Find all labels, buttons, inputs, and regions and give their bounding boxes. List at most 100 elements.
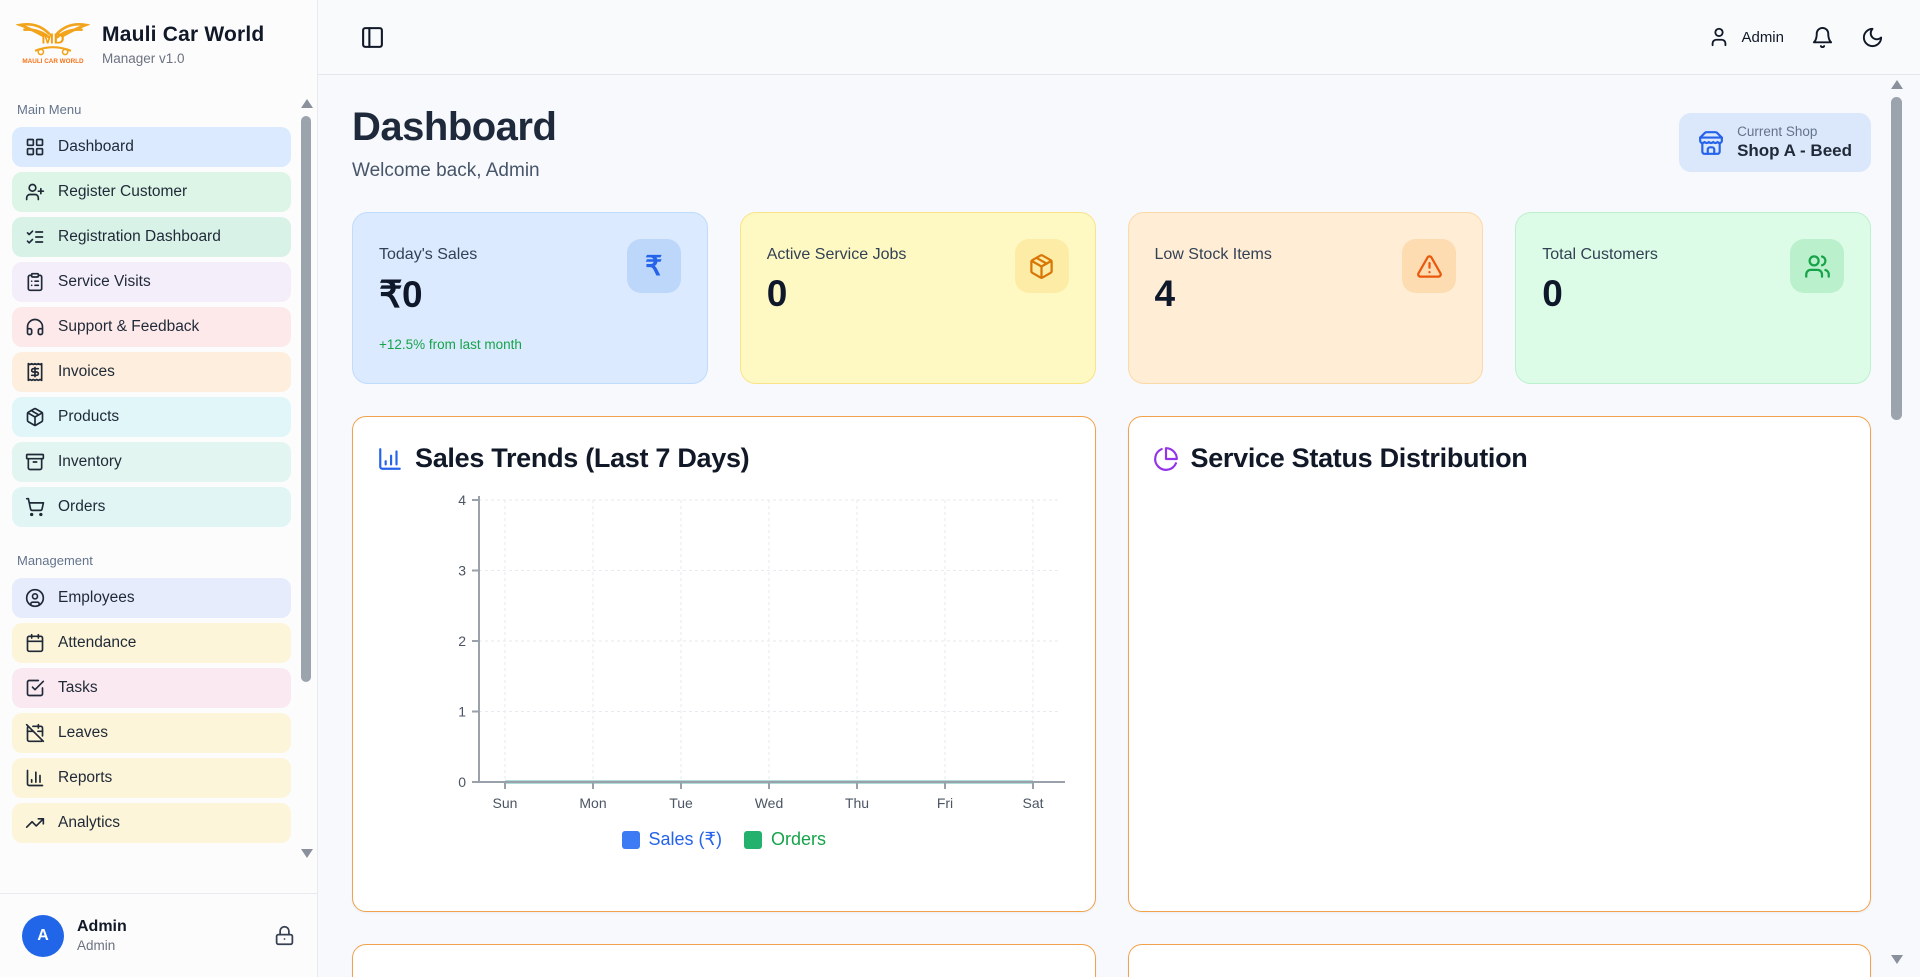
sidebar-item-label: Service Visits <box>58 273 151 291</box>
main-scrollbar-thumb[interactable] <box>1891 97 1902 420</box>
sidebar-item-registration-dashboard[interactable]: Registration Dashboard <box>12 217 291 257</box>
sidebar-item-label: Inventory <box>58 453 122 471</box>
stat-icon-box: ₹ <box>627 239 681 293</box>
svg-text:Thu: Thu <box>845 795 869 811</box>
sidebar-item-attendance[interactable]: Attendance <box>12 623 291 663</box>
svg-text:2: 2 <box>458 633 466 649</box>
svg-text:4: 4 <box>458 492 466 508</box>
app-root: MD MAULI CAR WORLD Mauli Car World Manag… <box>0 0 1920 977</box>
sidebar-item-label: Reports <box>58 769 112 787</box>
package-icon <box>25 407 45 427</box>
svg-text:Wed: Wed <box>755 795 784 811</box>
sidebar-item-invoices[interactable]: Invoices <box>12 352 291 392</box>
nav-section-label: Main Menu <box>17 102 301 117</box>
calendar-icon <box>25 633 45 653</box>
sales-trends-card: Sales Trends (Last 7 Days) 01234SunMonTu… <box>352 416 1096 912</box>
line-chart-canvas: 01234SunMonTueWedThuFriSat <box>377 486 1069 820</box>
sidebar-item-register-customer[interactable]: Register Customer <box>12 172 291 212</box>
sidebar-toggle-icon[interactable] <box>360 25 385 50</box>
alert-triangle-icon <box>1416 253 1443 280</box>
svg-text:3: 3 <box>458 563 466 579</box>
calendar-off-icon <box>25 723 45 743</box>
sidebar-item-label: Tasks <box>58 679 98 697</box>
sidebar-scroll-down[interactable] <box>301 849 313 858</box>
sidebar-item-label: Registration Dashboard <box>58 228 221 246</box>
bottom-left-card <box>352 944 1096 977</box>
stat-icon-box <box>1790 239 1844 293</box>
service-status-card: Service Status Distribution <box>1128 416 1872 912</box>
sidebar-item-dashboard[interactable]: Dashboard <box>12 127 291 167</box>
main-scroll-up[interactable] <box>1891 80 1903 89</box>
footer-user-role: Admin <box>77 938 127 953</box>
main-scroll-down[interactable] <box>1891 955 1903 964</box>
sidebar-item-label: Products <box>58 408 119 426</box>
sidebar-item-leaves[interactable]: Leaves <box>12 713 291 753</box>
pie-chart-icon <box>1153 446 1179 472</box>
sidebar-item-tasks[interactable]: Tasks <box>12 668 291 708</box>
sidebar: MD MAULI CAR WORLD Mauli Car World Manag… <box>0 0 318 977</box>
footer-user-name: Admin <box>77 918 127 936</box>
legend-item-orders[interactable]: Orders <box>744 829 826 850</box>
svg-text:Sat: Sat <box>1022 795 1043 811</box>
sidebar-item-label: Support & Feedback <box>58 318 199 336</box>
receipt-icon <box>25 362 45 382</box>
brand: MD MAULI CAR WORLD Mauli Car World Manag… <box>0 0 317 88</box>
package-icon <box>1028 253 1055 280</box>
legend-swatch <box>622 831 640 849</box>
list-checks-icon <box>25 227 45 247</box>
stat-delta: +12.5% from last month <box>379 337 681 352</box>
stats-row: Today's Sales₹0+12.5% from last month₹Ac… <box>352 212 1871 384</box>
svg-text:Mon: Mon <box>579 795 606 811</box>
sidebar-item-orders[interactable]: Orders <box>12 487 291 527</box>
sidebar-scroll-up[interactable] <box>301 99 313 108</box>
current-shop-badge[interactable]: Current Shop Shop A - Beed <box>1679 113 1871 172</box>
sidebar-item-analytics[interactable]: Analytics <box>12 803 291 843</box>
stat-card-low-stock-items: Low Stock Items4 <box>1128 212 1484 384</box>
svg-text:Sun: Sun <box>493 795 518 811</box>
dark-mode-moon-icon[interactable] <box>1861 26 1884 49</box>
sidebar-footer: A Admin Admin <box>0 893 317 977</box>
legend-label: Sales (₹) <box>649 829 722 850</box>
sidebar-item-products[interactable]: Products <box>12 397 291 437</box>
chart-column-icon <box>25 768 45 788</box>
sidebar-nav: Main Menu Dashboard Register Customer Regis… <box>0 88 317 893</box>
rupee-icon: ₹ <box>645 251 662 282</box>
trending-up-icon <box>25 813 45 833</box>
layout-grid-icon <box>25 137 45 157</box>
stat-icon-box <box>1015 239 1069 293</box>
sidebar-item-label: Orders <box>58 498 105 516</box>
circle-user-icon <box>25 588 45 608</box>
clipboard-list-icon <box>25 272 45 292</box>
header-user-label: Admin <box>1741 29 1784 46</box>
lock-icon[interactable] <box>274 925 295 946</box>
sidebar-item-label: Attendance <box>58 634 136 652</box>
sidebar-item-employees[interactable]: Employees <box>12 578 291 618</box>
svg-text:0: 0 <box>458 774 466 790</box>
sidebar-item-label: Invoices <box>58 363 115 381</box>
welcome-text: Welcome back, Admin <box>352 160 556 182</box>
check-square-icon <box>25 678 45 698</box>
sidebar-item-service-visits[interactable]: Service Visits <box>12 262 291 302</box>
bell-icon[interactable] <box>1811 26 1834 49</box>
nav-section-label: Management <box>17 553 301 568</box>
sales-trends-title: Sales Trends (Last 7 Days) <box>415 443 749 474</box>
header-user[interactable]: Admin <box>1708 26 1784 48</box>
svg-text:Fri: Fri <box>937 795 953 811</box>
sales-trends-chart: 01234SunMonTueWedThuFriSat <box>377 486 1071 825</box>
stat-card-today-s-sales: Today's Sales₹0+12.5% from last month₹ <box>352 212 708 384</box>
header: Admin <box>318 0 1920 75</box>
sidebar-item-inventory[interactable]: Inventory <box>12 442 291 482</box>
sidebar-item-reports[interactable]: Reports <box>12 758 291 798</box>
sidebar-item-label: Register Customer <box>58 183 187 201</box>
stat-card-active-service-jobs: Active Service Jobs0 <box>740 212 1096 384</box>
legend-item-sales[interactable]: Sales (₹) <box>622 829 722 850</box>
legend-label: Orders <box>771 829 826 850</box>
users-icon <box>1804 253 1831 280</box>
brand-logo: MD MAULI CAR WORLD <box>16 17 90 71</box>
brand-logo-text: MD <box>41 31 64 47</box>
svg-text:Tue: Tue <box>669 795 693 811</box>
legend-swatch <box>744 831 762 849</box>
sidebar-scrollbar-thumb[interactable] <box>301 116 311 682</box>
sidebar-item-support-feedback[interactable]: Support & Feedback <box>12 307 291 347</box>
headphones-icon <box>25 317 45 337</box>
